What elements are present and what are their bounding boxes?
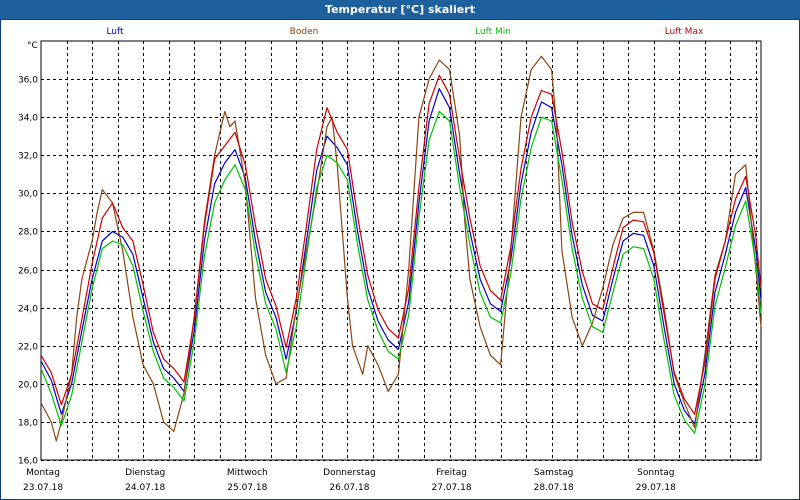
x-tick-date: 23.07.18 <box>23 483 63 493</box>
legend-entry: Luft <box>106 27 124 37</box>
y-tick-label: 32,0 <box>18 152 38 162</box>
x-tick-date: 28.07.18 <box>534 483 574 493</box>
x-tick-weekday: Montag <box>26 468 60 478</box>
legend-entry: Luft Max <box>665 27 704 37</box>
x-tick-date: 26.07.18 <box>329 483 369 493</box>
x-tick-date: 24.07.18 <box>125 483 165 493</box>
plot-area <box>40 40 762 461</box>
series-line-luft-min <box>40 110 762 434</box>
y-tick-label: 24,0 <box>18 305 38 315</box>
chart-title: Temperatur [°C] skaliert <box>0 0 800 19</box>
x-tick-weekday: Donnerstag <box>323 468 376 478</box>
legend-entry: Boden <box>290 27 319 37</box>
y-tick-label: 18,0 <box>18 419 38 429</box>
series-line-boden <box>40 55 762 442</box>
x-tick-date: 25.07.18 <box>227 483 267 493</box>
y-tick-label: 28,0 <box>18 228 38 238</box>
legend-entry: Luft Min <box>475 27 511 37</box>
x-tick-weekday: Samstag <box>534 468 573 478</box>
y-tick-label: 26,0 <box>18 267 38 277</box>
x-tick-date: 27.07.18 <box>432 483 472 493</box>
x-tick-date: 29.07.18 <box>636 483 676 493</box>
x-tick-weekday: Mittwoch <box>227 468 268 478</box>
series-line-luft-max <box>40 74 762 415</box>
y-tick-label: 36,0 <box>18 76 38 86</box>
y-tick-label: 16,0 <box>18 457 38 467</box>
series-line-luft <box>40 88 762 425</box>
x-tick-weekday: Dienstag <box>125 468 165 478</box>
y-tick-label: 34,0 <box>18 114 38 124</box>
plot-border <box>40 40 762 461</box>
y-tick-label: 30,0 <box>18 190 38 200</box>
y-axis-unit: °C <box>27 41 38 51</box>
y-tick-label: 20,0 <box>18 381 38 391</box>
x-tick-weekday: Freitag <box>436 468 467 478</box>
legend: Luft Boden Luft Min Luft Max <box>106 27 704 37</box>
grid-layer <box>41 41 761 461</box>
temperature-chart: 16,0 18,0 20,0 22,0 24,0 26,0 28,0 30,0 32,0 34,0… <box>18 27 762 493</box>
y-tick-label: 22,0 <box>18 343 38 353</box>
y-axis: 16,0 18,0 20,0 22,0 24,0 26,0 28,0 30,0 32,0 34,0… <box>18 76 38 467</box>
x-axis: Montag 23.07.18 Dienstag 24.07.18 Mittwoch 25… <box>23 468 676 493</box>
chart-frame: 16,0 18,0 20,0 22,0 24,0 26,0 28,0 30,0 32,0 34,0… <box>0 19 800 500</box>
x-tick-weekday: Sonntag <box>637 468 674 478</box>
series-layer <box>40 55 762 442</box>
